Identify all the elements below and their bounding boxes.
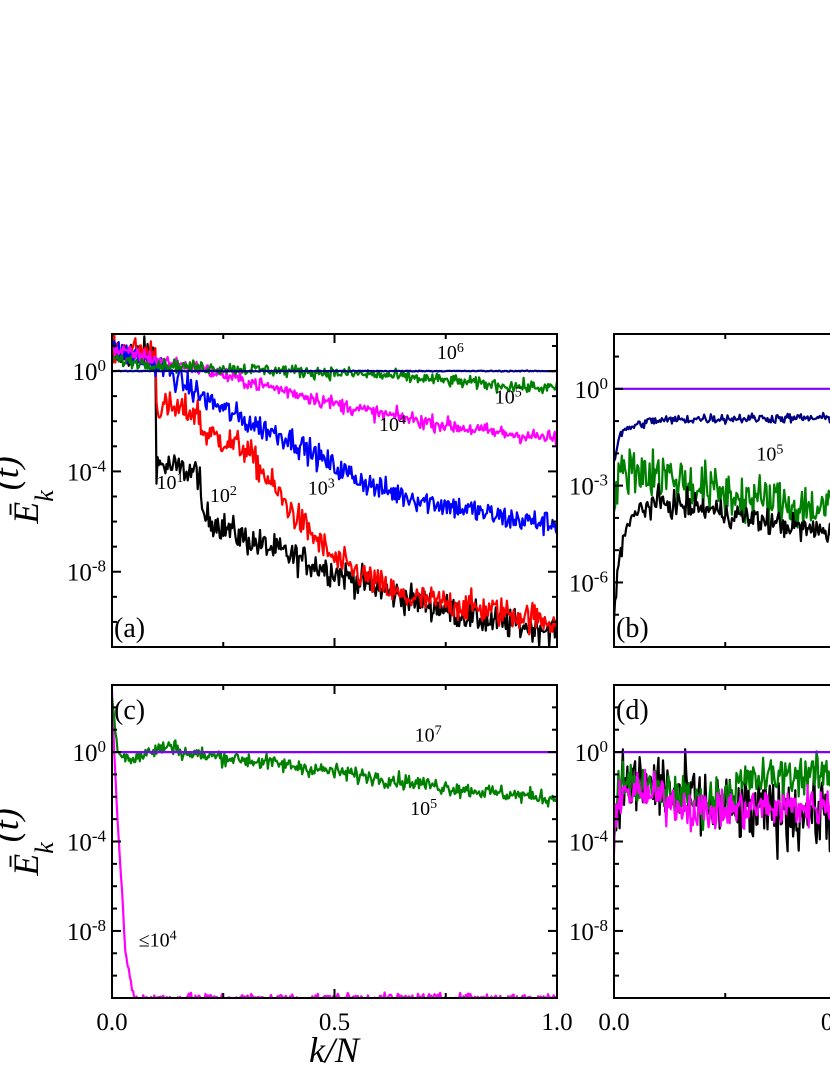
x-tick-label: 0.0 bbox=[598, 1009, 629, 1036]
series-line-105 bbox=[614, 448, 830, 530]
series-annotation: ≤104 bbox=[139, 928, 177, 952]
panel-c: 100 10-4 10-8 0.0 0.5 1.0 (c) 107 105 ≤104 Ēk(t) k/… bbox=[0, 684, 573, 1070]
series-line-103 bbox=[112, 340, 557, 537]
y-tick-label: 10-4 bbox=[67, 456, 107, 487]
series-annotation: 105 bbox=[756, 442, 783, 466]
y-tick-label: 10-8 bbox=[67, 915, 106, 946]
series-annotation: 103 bbox=[308, 476, 335, 500]
x-tick-label: 0.0 bbox=[96, 1009, 127, 1036]
series-line-101 bbox=[112, 335, 557, 647]
series-line-104 bbox=[112, 344, 557, 447]
y-axis-title: Ēk(t) bbox=[0, 808, 59, 877]
panel-label: (b) bbox=[616, 613, 649, 644]
x-tick-label: 0.5 bbox=[319, 1009, 350, 1036]
plot-area bbox=[112, 334, 557, 647]
series-annotation: 101 bbox=[157, 470, 184, 494]
y-tick-label: 100 bbox=[575, 373, 609, 404]
series-line-black bbox=[614, 482, 830, 620]
panel-label: (d) bbox=[616, 695, 649, 726]
plot-area bbox=[614, 387, 830, 620]
x-axis-title: k/N bbox=[309, 1030, 361, 1070]
series-line-green bbox=[614, 750, 830, 846]
series-line-104 bbox=[112, 692, 557, 998]
series-line-102 bbox=[112, 334, 557, 636]
y-tick-label: 100 bbox=[575, 737, 609, 768]
plot-frame bbox=[111, 684, 558, 999]
plot-area bbox=[112, 692, 557, 998]
series-line-magenta bbox=[614, 768, 830, 854]
series-line-105 bbox=[112, 354, 557, 395]
y-tick-label: 10-3 bbox=[569, 470, 608, 501]
y-tick-label: 100 bbox=[73, 737, 107, 768]
series-annotation: 105 bbox=[495, 385, 522, 409]
y-tick-label: 10-4 bbox=[67, 826, 107, 857]
series-annotation: 102 bbox=[210, 484, 237, 508]
plot-frame bbox=[613, 333, 830, 648]
series-line-106 bbox=[112, 369, 557, 373]
series-annotation: 104 bbox=[379, 413, 406, 437]
y-tick-label: 10-6 bbox=[569, 567, 608, 598]
y-tick-label: 100 bbox=[73, 356, 107, 387]
y-tick-label: 10-8 bbox=[67, 556, 106, 587]
y-axis-title: Ēk(t) bbox=[0, 456, 59, 525]
series-annotation: 105 bbox=[410, 797, 437, 821]
x-tick-label: 1.0 bbox=[541, 1009, 572, 1036]
panel-label: (a) bbox=[114, 613, 145, 644]
y-tick-label: 10-4 bbox=[569, 826, 609, 857]
series-line-navy bbox=[614, 411, 830, 462]
series-annotation: 106 bbox=[437, 341, 464, 365]
x-tick-label: 0.5 bbox=[821, 1009, 830, 1036]
y-tick-label: 10-8 bbox=[569, 915, 608, 946]
plot-area bbox=[614, 748, 830, 860]
panel-label: (c) bbox=[114, 695, 145, 726]
series-annotation: 107 bbox=[415, 723, 442, 747]
panel-a: 100 10-4 10-8 (a) 106 105 104 103 102 101 Ēk(t) bbox=[0, 333, 558, 648]
